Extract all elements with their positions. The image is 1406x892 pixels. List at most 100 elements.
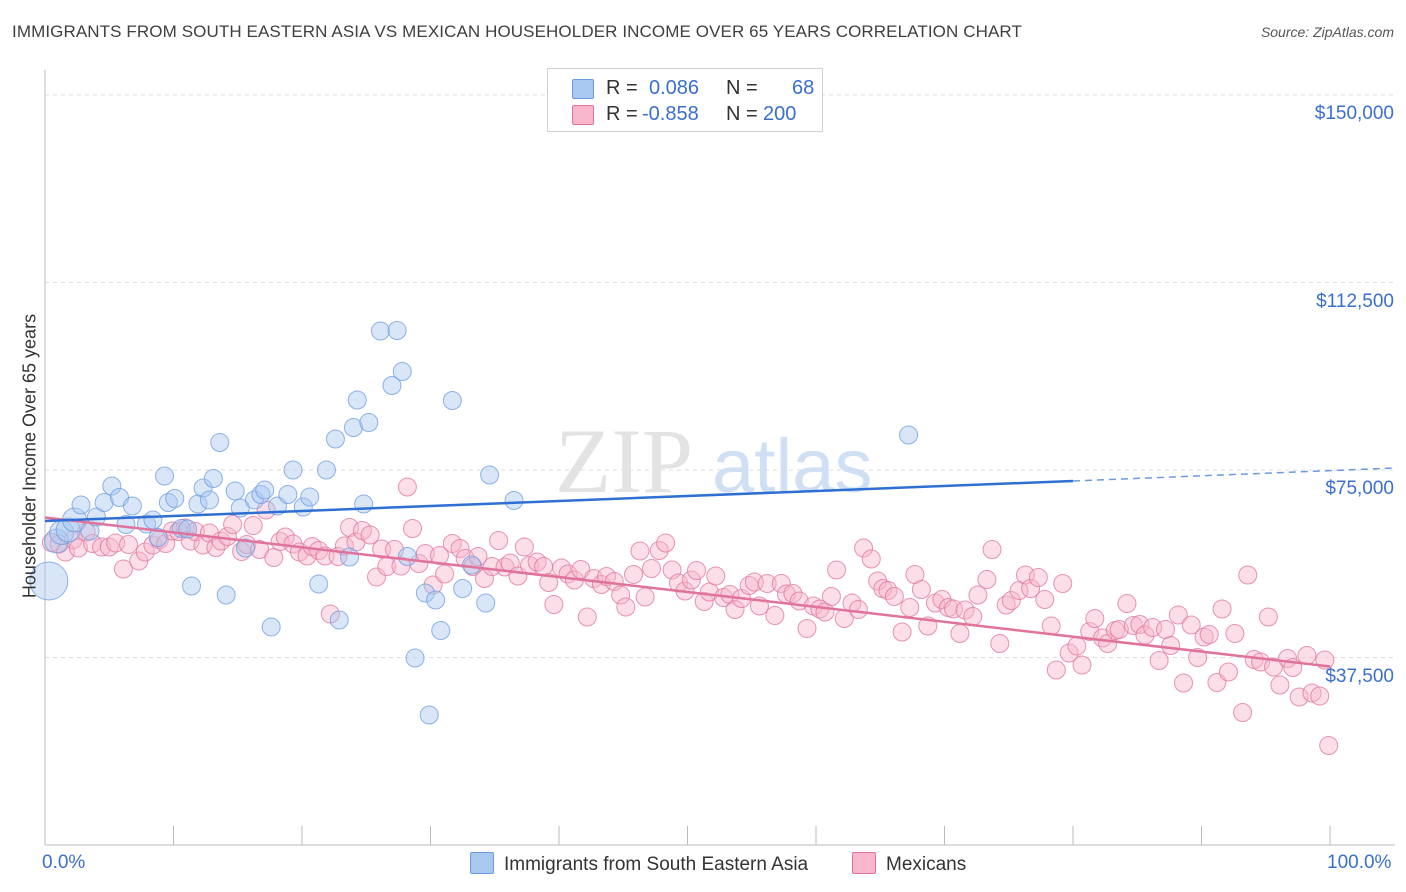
immigrants-point <box>102 476 122 496</box>
mexicans-point <box>861 549 881 569</box>
mexicans-point <box>1297 646 1317 665</box>
immigrants-point <box>480 465 500 485</box>
immigrants-point <box>392 362 412 381</box>
mexicans-point <box>765 606 785 625</box>
immigrants-point <box>343 418 363 437</box>
mexicans-point <box>686 561 706 580</box>
mexicans-point <box>624 565 644 584</box>
immigrants-trend-line <box>44 479 1074 523</box>
legend-r-value: 0.086 <box>649 77 700 99</box>
mexicans-point <box>611 585 631 605</box>
watermark-atlas: atlas <box>712 424 873 509</box>
mexicans-points <box>41 477 1339 755</box>
mexicans-point <box>884 587 904 606</box>
immigrants-point <box>210 433 230 452</box>
immigrants-point <box>143 510 163 530</box>
y-axis-title: Householder Income Over 65 years <box>19 313 40 599</box>
mexicans-point <box>797 619 817 638</box>
mexicans-point <box>1130 615 1150 634</box>
mexicans-point <box>1263 657 1283 677</box>
immigrants-point <box>359 413 379 432</box>
immigrants-point <box>278 485 298 504</box>
mexicans-point <box>955 600 975 620</box>
mexicans-point <box>367 567 387 587</box>
mexicans-point <box>489 531 509 550</box>
mexicans-point <box>725 600 745 619</box>
legend-item-immigrants[interactable]: Immigrants from South Eastern Asia <box>470 852 808 876</box>
mexicans-point <box>1001 591 1021 610</box>
mexicans-point <box>1161 636 1181 655</box>
x-tick-max: 100.0% <box>1327 852 1392 873</box>
immigrants-point <box>504 491 524 510</box>
mexicans-point <box>1149 651 1169 670</box>
mexicans-point <box>340 518 360 537</box>
mexicans-point <box>1238 565 1258 585</box>
mexicans-point <box>1181 615 1201 635</box>
legend-item-mexicans[interactable]: Mexicans <box>852 852 966 876</box>
mexicans-point <box>397 477 417 497</box>
mexicans-point <box>113 559 133 579</box>
mexicans-point <box>403 519 423 538</box>
mexicans-point <box>642 559 662 578</box>
mexicans-point <box>848 600 868 619</box>
mexicans-point <box>757 574 777 593</box>
mexicans-point <box>223 515 243 534</box>
mexicans-point <box>1188 648 1208 667</box>
immigrants-point <box>382 376 402 395</box>
mexicans-point <box>156 534 176 553</box>
mexicans-point <box>1085 609 1105 628</box>
immigrants-point <box>244 490 264 510</box>
immigrants-point <box>116 515 136 534</box>
mexicans-point <box>1028 568 1048 587</box>
mexicans-point <box>977 570 997 589</box>
mexicans-point <box>135 542 155 562</box>
mexicans-point <box>990 634 1010 653</box>
mexicans-point <box>911 580 931 599</box>
mexicans-point <box>1302 683 1322 703</box>
mexicans-point <box>1289 687 1309 707</box>
immigrants-point <box>155 466 175 486</box>
mexicans-point <box>92 537 112 557</box>
mexicans-point <box>544 595 564 614</box>
mexicans-point <box>1021 579 1041 598</box>
mexicans-point <box>1067 636 1087 656</box>
immigrants-point <box>431 621 451 640</box>
immigrants-point <box>316 460 336 480</box>
immigrants-point <box>261 617 281 637</box>
mexicans-point <box>1072 655 1092 675</box>
immigrants-point <box>329 610 349 630</box>
watermark: ZIP atlas <box>555 410 873 512</box>
mexicans-point <box>720 585 740 604</box>
mexicans-point <box>1046 660 1066 680</box>
immigrants-point <box>225 481 245 501</box>
immigrants-point <box>122 496 142 516</box>
legend-swatch-mexicans <box>572 105 594 125</box>
mexicans-point <box>577 607 597 627</box>
source-label: Source: ZipAtlas.com <box>1260 24 1394 40</box>
mexicans-point <box>783 584 803 603</box>
mexicans-point <box>450 539 470 558</box>
immigrants-point <box>29 561 69 601</box>
mexicans-point <box>1117 594 1137 613</box>
mexicans-point <box>1194 627 1214 647</box>
mexicans-point <box>1258 607 1278 627</box>
immigrants-point <box>325 429 345 449</box>
y-tick-label: $150,000 <box>1314 103 1394 124</box>
mexicans-point <box>616 597 636 617</box>
mexicans-point <box>1053 574 1073 593</box>
immigrants-point <box>415 583 435 603</box>
mexicans-point <box>1168 605 1188 625</box>
mexicans-point <box>963 607 983 626</box>
legend-n-value: 200 <box>763 103 797 125</box>
axes <box>44 70 1395 846</box>
mexicans-point <box>892 622 912 642</box>
mexicans-point <box>656 533 676 553</box>
mexicans-point <box>539 573 559 592</box>
immigrants-point <box>899 425 919 445</box>
immigrants-trend-extension <box>1072 467 1396 482</box>
immigrants-point <box>203 469 223 488</box>
mexicans-point <box>1035 590 1055 609</box>
watermark-zip: ZIP <box>555 410 693 512</box>
legend-swatch-mexicans <box>852 852 876 874</box>
